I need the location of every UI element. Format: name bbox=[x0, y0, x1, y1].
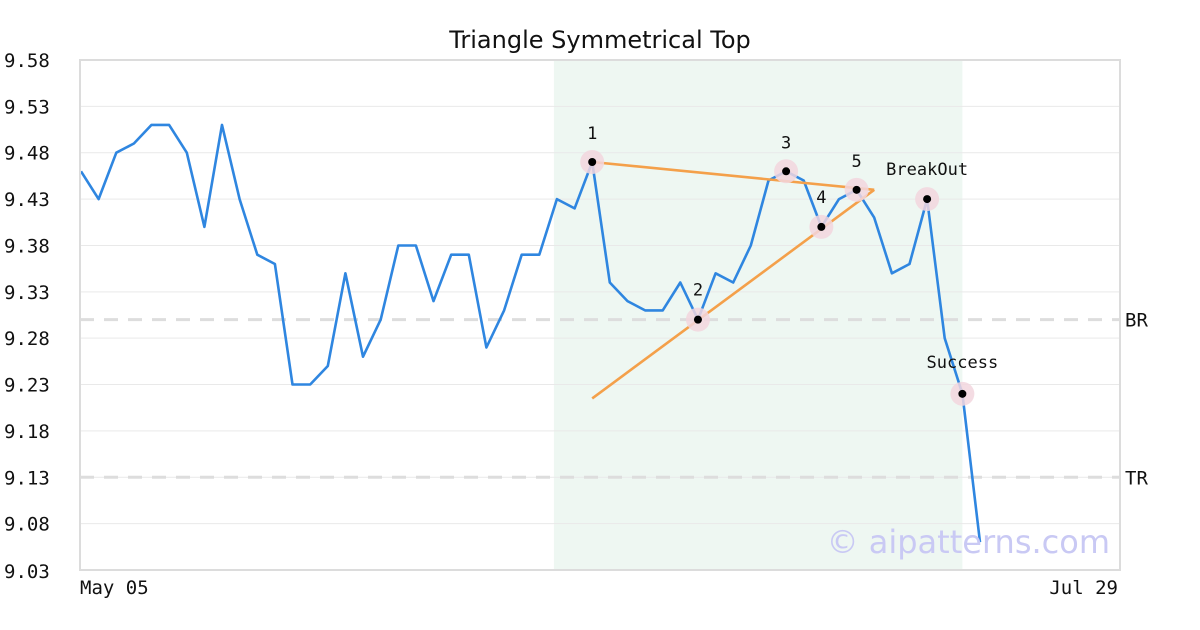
chart-title: Triangle Symmetrical Top bbox=[448, 26, 751, 54]
point-label-2: 2 bbox=[693, 281, 703, 301]
point-label-breakout: BreakOut bbox=[886, 160, 968, 180]
y-tick-label: 9.33 bbox=[4, 282, 50, 304]
price-line bbox=[79, 123, 982, 543]
y-tick-label: 9.18 bbox=[4, 421, 50, 443]
y-tick-label: 9.38 bbox=[4, 235, 50, 257]
point-marker-breakout bbox=[923, 195, 932, 204]
point-label-3: 3 bbox=[781, 133, 791, 153]
point-marker-1 bbox=[588, 158, 597, 166]
point-marker-5 bbox=[852, 185, 861, 194]
y-tick-label: 9.43 bbox=[4, 189, 50, 211]
y-tick-label: 9.08 bbox=[4, 514, 50, 536]
point-label-1: 1 bbox=[587, 124, 597, 144]
point-label-success: Success bbox=[927, 353, 999, 373]
y-tick-label: 9.58 bbox=[4, 50, 50, 72]
y-tick-label: 9.48 bbox=[4, 143, 50, 165]
point-marker-4 bbox=[817, 222, 826, 231]
upper-trend-line bbox=[592, 160, 875, 192]
point-label-4: 4 bbox=[816, 188, 826, 208]
point-marker-success bbox=[958, 389, 967, 398]
x-tick-label: May 05 bbox=[80, 577, 149, 599]
reference-label-tr: TR bbox=[1125, 467, 1148, 489]
point-marker-2 bbox=[693, 315, 702, 324]
y-tick-label: 9.23 bbox=[4, 375, 50, 397]
reference-label-br: BR bbox=[1125, 310, 1148, 332]
watermark: © aipatterns.com bbox=[827, 523, 1110, 561]
point-marker-3 bbox=[782, 167, 791, 176]
y-tick-label: 9.28 bbox=[4, 328, 50, 350]
y-tick-label: 9.53 bbox=[4, 96, 50, 118]
point-label-5: 5 bbox=[851, 152, 861, 172]
plot-frame bbox=[79, 59, 1121, 571]
y-tick-label: 9.13 bbox=[4, 467, 50, 489]
pattern-highlight-band bbox=[553, 60, 963, 570]
x-tick-label: Jul 29 bbox=[1049, 577, 1118, 599]
y-tick-label: 9.03 bbox=[4, 561, 50, 583]
